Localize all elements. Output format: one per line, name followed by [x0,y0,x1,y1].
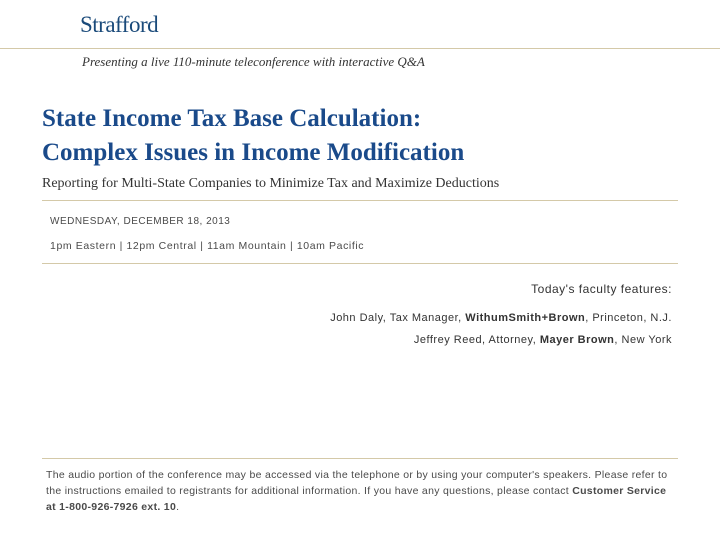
faculty-2-firm: Mayer Brown [540,334,615,346]
footer-text: The audio portion of the conference may … [46,468,674,515]
faculty-person-2: Jeffrey Reed, Attorney, Mayer Brown, New… [414,334,672,346]
faculty-1-firm: WithumSmith+Brown [465,312,585,324]
title-line-1: State Income Tax Base Calculation: [42,102,678,136]
faculty-2-pre: Jeffrey Reed, Attorney, [414,334,540,346]
title-block: State Income Tax Base Calculation: Compl… [42,102,678,192]
tagline: Presenting a live 110-minute teleconfere… [82,54,425,70]
faculty-person-1: John Daly, Tax Manager, WithumSmith+Brow… [330,312,672,324]
title-line-2: Complex Issues in Income Modification [42,136,678,170]
faculty-1-pre: John Daly, Tax Manager, [330,312,465,324]
brand-logo: Strafford [80,12,158,38]
divider-top [0,48,720,49]
faculty-1-post: , Princeton, N.J. [585,312,672,324]
subtitle: Reporting for Multi-State Companies to M… [42,176,678,192]
footer-post: . [176,501,179,513]
divider-3 [42,458,678,459]
event-times: 1pm Eastern | 12pm Central | 11am Mounta… [50,240,364,252]
divider-1 [42,200,678,201]
faculty-header: Today's faculty features: [531,282,672,296]
event-date: WEDNESDAY, DECEMBER 18, 2013 [50,216,230,227]
divider-2 [42,263,678,264]
faculty-2-post: , New York [614,334,672,346]
